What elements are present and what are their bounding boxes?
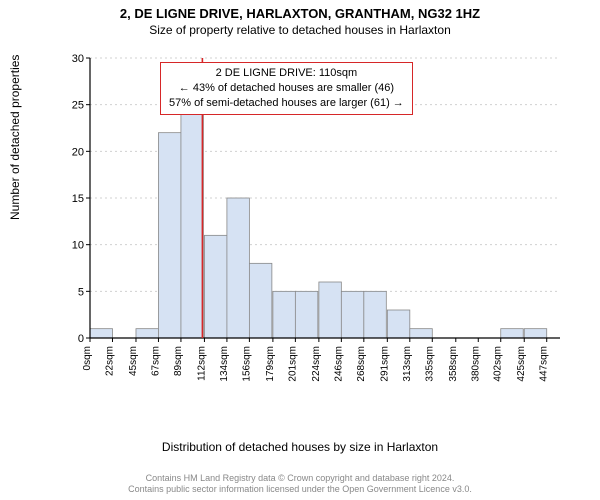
chart-title: 2, DE LIGNE DRIVE, HARLAXTON, GRANTHAM, … bbox=[0, 0, 600, 21]
annotation-line-2: ← 43% of detached houses are smaller (46… bbox=[169, 81, 404, 96]
svg-text:313sqm: 313sqm bbox=[402, 346, 413, 382]
svg-text:335sqm: 335sqm bbox=[424, 346, 435, 382]
svg-text:246sqm: 246sqm bbox=[333, 346, 344, 382]
svg-text:30: 30 bbox=[72, 53, 84, 65]
svg-text:179sqm: 179sqm bbox=[265, 346, 276, 382]
svg-text:10: 10 bbox=[72, 240, 84, 252]
svg-text:45sqm: 45sqm bbox=[128, 346, 139, 376]
footer-line-1: Contains HM Land Registry data © Crown c… bbox=[0, 473, 600, 485]
svg-text:425sqm: 425sqm bbox=[516, 346, 527, 382]
svg-text:20: 20 bbox=[72, 146, 84, 158]
svg-text:268sqm: 268sqm bbox=[356, 346, 367, 382]
annotation-line-3: 57% of semi-detached houses are larger (… bbox=[169, 96, 404, 111]
annotation-line-1: 2 DE LIGNE DRIVE: 110sqm bbox=[169, 66, 404, 81]
svg-text:22sqm: 22sqm bbox=[104, 346, 115, 376]
svg-text:447sqm: 447sqm bbox=[539, 346, 550, 382]
svg-text:380sqm: 380sqm bbox=[470, 346, 481, 382]
svg-text:291sqm: 291sqm bbox=[379, 346, 390, 382]
svg-text:0sqm: 0sqm bbox=[82, 346, 93, 370]
svg-text:0: 0 bbox=[78, 333, 84, 345]
annotation-box: 2 DE LIGNE DRIVE: 110sqm ← 43% of detach… bbox=[160, 62, 413, 115]
svg-text:224sqm: 224sqm bbox=[311, 346, 322, 382]
svg-text:156sqm: 156sqm bbox=[241, 346, 252, 382]
y-axis-label: Number of detached properties bbox=[8, 55, 22, 220]
svg-text:358sqm: 358sqm bbox=[448, 346, 459, 382]
svg-text:402sqm: 402sqm bbox=[493, 346, 504, 382]
svg-text:112sqm: 112sqm bbox=[196, 346, 207, 381]
chart-area: 0 5 10 15 20 25 30 0sqm 22sqm 45sqm 67sqm 89sqm 112s… bbox=[60, 50, 570, 390]
svg-text:5: 5 bbox=[78, 286, 84, 298]
svg-text:134sqm: 134sqm bbox=[219, 346, 230, 382]
chart-subtitle: Size of property relative to detached ho… bbox=[0, 21, 600, 37]
svg-text:15: 15 bbox=[72, 193, 84, 205]
svg-text:25: 25 bbox=[72, 100, 84, 112]
footer-line-2: Contains public sector information licen… bbox=[0, 484, 600, 496]
svg-text:67sqm: 67sqm bbox=[150, 346, 161, 376]
x-axis-label: Distribution of detached houses by size … bbox=[0, 440, 600, 454]
chart-container: 2, DE LIGNE DRIVE, HARLAXTON, GRANTHAM, … bbox=[0, 0, 600, 500]
footer-attribution: Contains HM Land Registry data © Crown c… bbox=[0, 473, 600, 496]
svg-text:89sqm: 89sqm bbox=[173, 346, 184, 376]
svg-text:201sqm: 201sqm bbox=[287, 346, 298, 382]
